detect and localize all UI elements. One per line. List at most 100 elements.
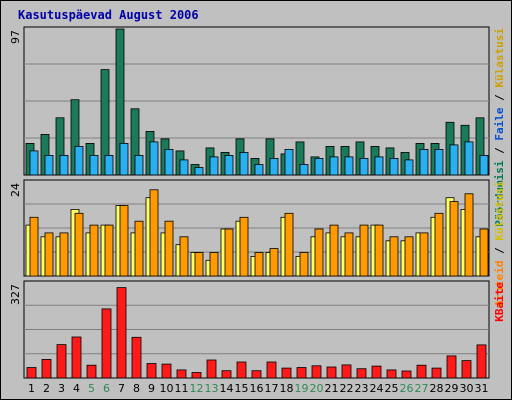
bar-Aruteid-16 — [254, 252, 264, 277]
bar-Faile-19 — [299, 164, 309, 176]
bar-KBaite-9 — [146, 363, 157, 379]
bar-KBaite-29 — [446, 355, 457, 379]
bar-KBaite-25 — [386, 369, 397, 379]
bar-Aruteid-27 — [419, 232, 429, 277]
bar-KBaite-18 — [281, 367, 292, 379]
x-tick-label: 4 — [73, 382, 80, 395]
x-tick-label: 10 — [160, 382, 174, 395]
x-tick-label: 28 — [430, 382, 444, 395]
bar-Aruteid-18 — [284, 212, 294, 277]
bar-KBaite-31 — [476, 344, 487, 379]
x-tick-label: 5 — [88, 382, 95, 395]
bar-Aruteid-21 — [329, 224, 339, 277]
bar-Aruteid-30 — [464, 193, 474, 277]
bar-KBaite-3 — [56, 344, 67, 379]
chart-title: Kasutuspäevad August 2006 — [18, 8, 199, 22]
bar-KBaite-11 — [176, 369, 187, 379]
bar-Faile-29 — [449, 144, 459, 176]
bar-Faile-22 — [344, 156, 354, 176]
bar-KBaite-12 — [191, 372, 202, 379]
bar-Aruteid-4 — [74, 212, 84, 277]
series-Aruteid — [29, 189, 489, 277]
bar-Aruteid-15 — [239, 216, 249, 277]
bar-KBaite-1 — [26, 367, 37, 379]
x-tick-label: 17 — [265, 382, 279, 395]
bar-KBaite-13 — [206, 359, 217, 379]
bar-Faile-6 — [104, 154, 114, 176]
legend-entry: Aruteid — [493, 260, 506, 306]
bar-Aruteid-11 — [179, 236, 189, 277]
x-tick-label: 21 — [325, 382, 339, 395]
bar-KBaite-30 — [461, 360, 472, 379]
legend-label: KBaite — [493, 282, 506, 322]
x-tick-label: 8 — [133, 382, 140, 395]
x-tick-label: 11 — [175, 382, 189, 395]
bar-KBaite-21 — [326, 366, 337, 379]
x-tick-label: 24 — [370, 382, 384, 395]
x-tick-label: 14 — [220, 382, 234, 395]
panel-2: 24 Aruteid / Külastusi — [9, 179, 506, 307]
bar-Faile-28 — [434, 148, 444, 176]
x-tick-label: 1 — [28, 382, 35, 395]
chart-panels: 97 Pöördumisi / Faile / Külastusi 24 Arutei… — [9, 26, 506, 379]
x-axis-ticks: 1 2 3 4 5 6 7 8 9 10 11 12 13 14 15 16 17 18 19 20 21 22 23 24 2… — [28, 382, 489, 395]
bar-Faile-7 — [119, 142, 129, 176]
bar-Aruteid-13 — [209, 252, 219, 277]
series-KBaite — [26, 287, 487, 379]
x-tick-label: 13 — [205, 382, 219, 395]
bar-KBaite-27 — [416, 364, 427, 379]
bar-Aruteid-20 — [314, 228, 324, 277]
legend-label: Aruteid / Külastusi — [493, 181, 506, 307]
bar-Faile-10 — [164, 148, 174, 176]
bar-Faile-21 — [329, 156, 339, 176]
x-tick-label: 25 — [385, 382, 399, 395]
x-tick-label: 2 — [43, 382, 50, 395]
x-tick-label: 23 — [355, 382, 369, 395]
x-tick-label: 19 — [295, 382, 309, 395]
bar-Aruteid-12 — [194, 252, 204, 277]
x-tick-label: 31 — [475, 382, 489, 395]
bar-KBaite-8 — [131, 336, 142, 379]
bar-Aruteid-7 — [119, 205, 129, 277]
bar-KBaite-5 — [86, 364, 97, 379]
bar-KBaite-28 — [431, 367, 442, 379]
bar-Faile-15 — [239, 151, 249, 176]
legend-entry: Külastusi — [493, 28, 506, 88]
bar-Aruteid-26 — [404, 236, 414, 277]
bar-Faile-14 — [224, 154, 234, 176]
bar-Faile-18 — [284, 148, 294, 176]
bar-Faile-26 — [404, 159, 414, 176]
y-axis-max-label: 24 — [9, 183, 22, 197]
x-tick-label: 27 — [415, 382, 429, 395]
legend-entry: / — [493, 241, 506, 261]
bar-Faile-4 — [74, 145, 84, 176]
x-tick-label: 20 — [310, 382, 324, 395]
legend-entry: Faile — [493, 107, 506, 140]
legend-entry: / — [493, 88, 506, 108]
bar-Faile-31 — [479, 154, 489, 176]
bar-Faile-16 — [254, 164, 264, 176]
x-tick-label: 12 — [190, 382, 204, 395]
bar-Faile-9 — [149, 141, 159, 176]
bar-KBaite-22 — [341, 364, 352, 379]
panel-3: 327 KBaite — [9, 280, 506, 379]
bar-KBaite-7 — [116, 287, 127, 379]
bar-KBaite-20 — [311, 365, 322, 379]
x-tick-label: 6 — [103, 382, 110, 395]
x-tick-label: 15 — [235, 382, 249, 395]
y-axis-max-label: 327 — [9, 284, 22, 305]
x-tick-label: 30 — [460, 382, 474, 395]
legend-entry: / — [493, 141, 506, 161]
bar-Aruteid-1 — [29, 216, 39, 277]
bar-Faile-8 — [134, 154, 144, 176]
legend-entry: Külastusi — [493, 181, 506, 241]
bar-Faile-1 — [29, 150, 39, 176]
bar-Aruteid-19 — [299, 252, 309, 277]
bar-Aruteid-2 — [44, 232, 54, 277]
bar-Aruteid-23 — [359, 224, 369, 277]
bar-Aruteid-3 — [59, 232, 69, 277]
bar-Faile-13 — [209, 156, 219, 176]
bar-Faile-3 — [59, 154, 69, 176]
bar-Aruteid-22 — [344, 232, 354, 277]
x-tick-label: 29 — [445, 382, 459, 395]
